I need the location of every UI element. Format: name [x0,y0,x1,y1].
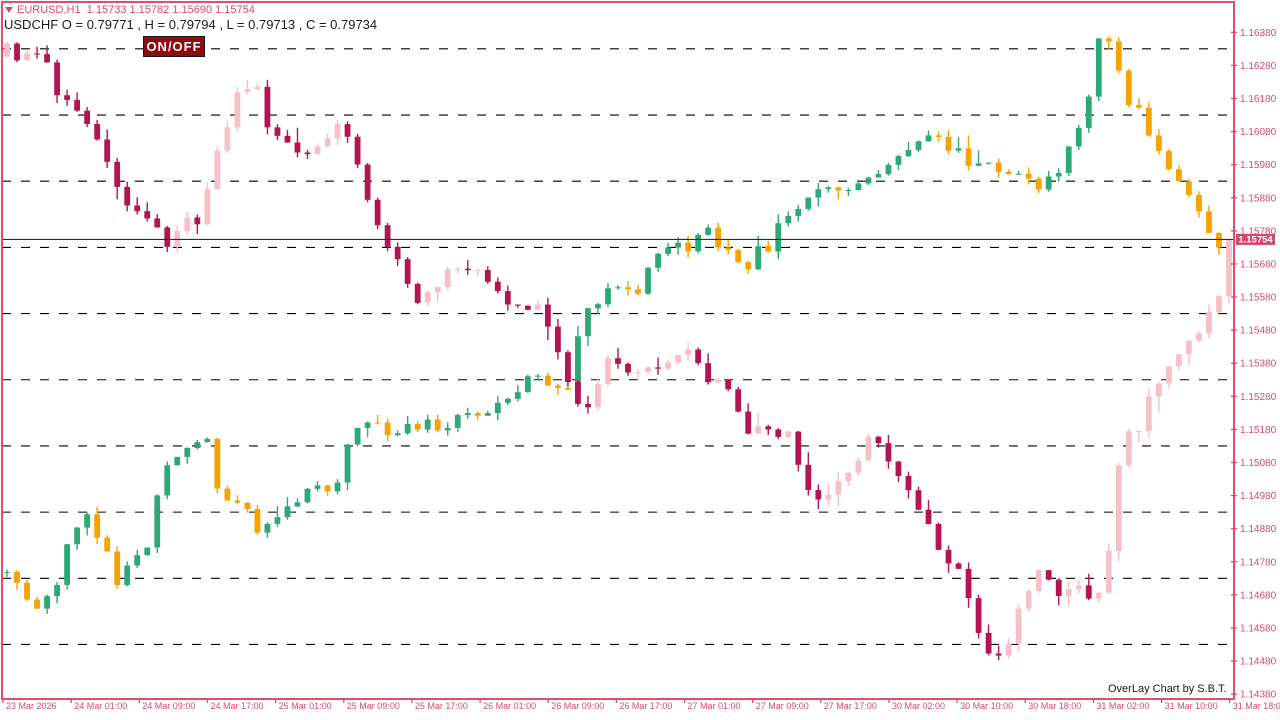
svg-text:23 Mar 2026: 23 Mar 2026 [6,701,57,711]
svg-text:1.14680: 1.14680 [1240,590,1277,601]
svg-text:1.15180: 1.15180 [1240,425,1277,436]
svg-text:1.14580: 1.14580 [1240,623,1277,634]
svg-text:25 Mar 01:00: 25 Mar 01:00 [279,701,332,711]
svg-text:1.15880: 1.15880 [1240,193,1277,204]
svg-text:1.14780: 1.14780 [1240,557,1277,568]
svg-text:31 Mar 18:00: 31 Mar 18:00 [1233,701,1280,711]
svg-text:1.16180: 1.16180 [1240,94,1277,105]
svg-text:1.15680: 1.15680 [1240,259,1277,270]
svg-text:26 Mar 09:00: 26 Mar 09:00 [551,701,604,711]
svg-text:31 Mar 10:00: 31 Mar 10:00 [1165,701,1218,711]
svg-text:24 Mar 09:00: 24 Mar 09:00 [142,701,195,711]
svg-text:1.15280: 1.15280 [1240,392,1277,403]
svg-text:27 Mar 09:00: 27 Mar 09:00 [756,701,809,711]
svg-text:27 Mar 17:00: 27 Mar 17:00 [824,701,877,711]
svg-text:27 Mar 01:00: 27 Mar 01:00 [688,701,741,711]
svg-text:30 Mar 10:00: 30 Mar 10:00 [960,701,1013,711]
svg-text:1.16280: 1.16280 [1240,61,1277,72]
svg-text:1.15980: 1.15980 [1240,160,1277,171]
svg-text:1.14380: 1.14380 [1240,690,1277,701]
svg-text:30 Mar 02:00: 30 Mar 02:00 [892,701,945,711]
svg-text:1.16080: 1.16080 [1240,127,1277,138]
svg-text:24 Mar 17:00: 24 Mar 17:00 [211,701,264,711]
svg-text:1.15080: 1.15080 [1240,458,1277,469]
svg-text:25 Mar 09:00: 25 Mar 09:00 [347,701,400,711]
svg-text:1.15754: 1.15754 [1238,235,1273,246]
svg-text:26 Mar 01:00: 26 Mar 01:00 [483,701,536,711]
svg-text:25 Mar 17:00: 25 Mar 17:00 [415,701,468,711]
svg-text:24 Mar 01:00: 24 Mar 01:00 [74,701,127,711]
svg-text:1.15580: 1.15580 [1240,293,1277,304]
svg-text:1.14980: 1.14980 [1240,491,1277,502]
svg-text:26 Mar 17:00: 26 Mar 17:00 [619,701,672,711]
svg-text:1.15480: 1.15480 [1240,326,1277,337]
svg-text:1.16380: 1.16380 [1240,28,1277,39]
svg-text:1.14880: 1.14880 [1240,524,1277,535]
svg-text:30 Mar 18:00: 30 Mar 18:00 [1028,701,1081,711]
svg-text:1.14480: 1.14480 [1240,657,1277,668]
svg-text:1.15380: 1.15380 [1240,359,1277,370]
svg-text:31 Mar 02:00: 31 Mar 02:00 [1096,701,1149,711]
